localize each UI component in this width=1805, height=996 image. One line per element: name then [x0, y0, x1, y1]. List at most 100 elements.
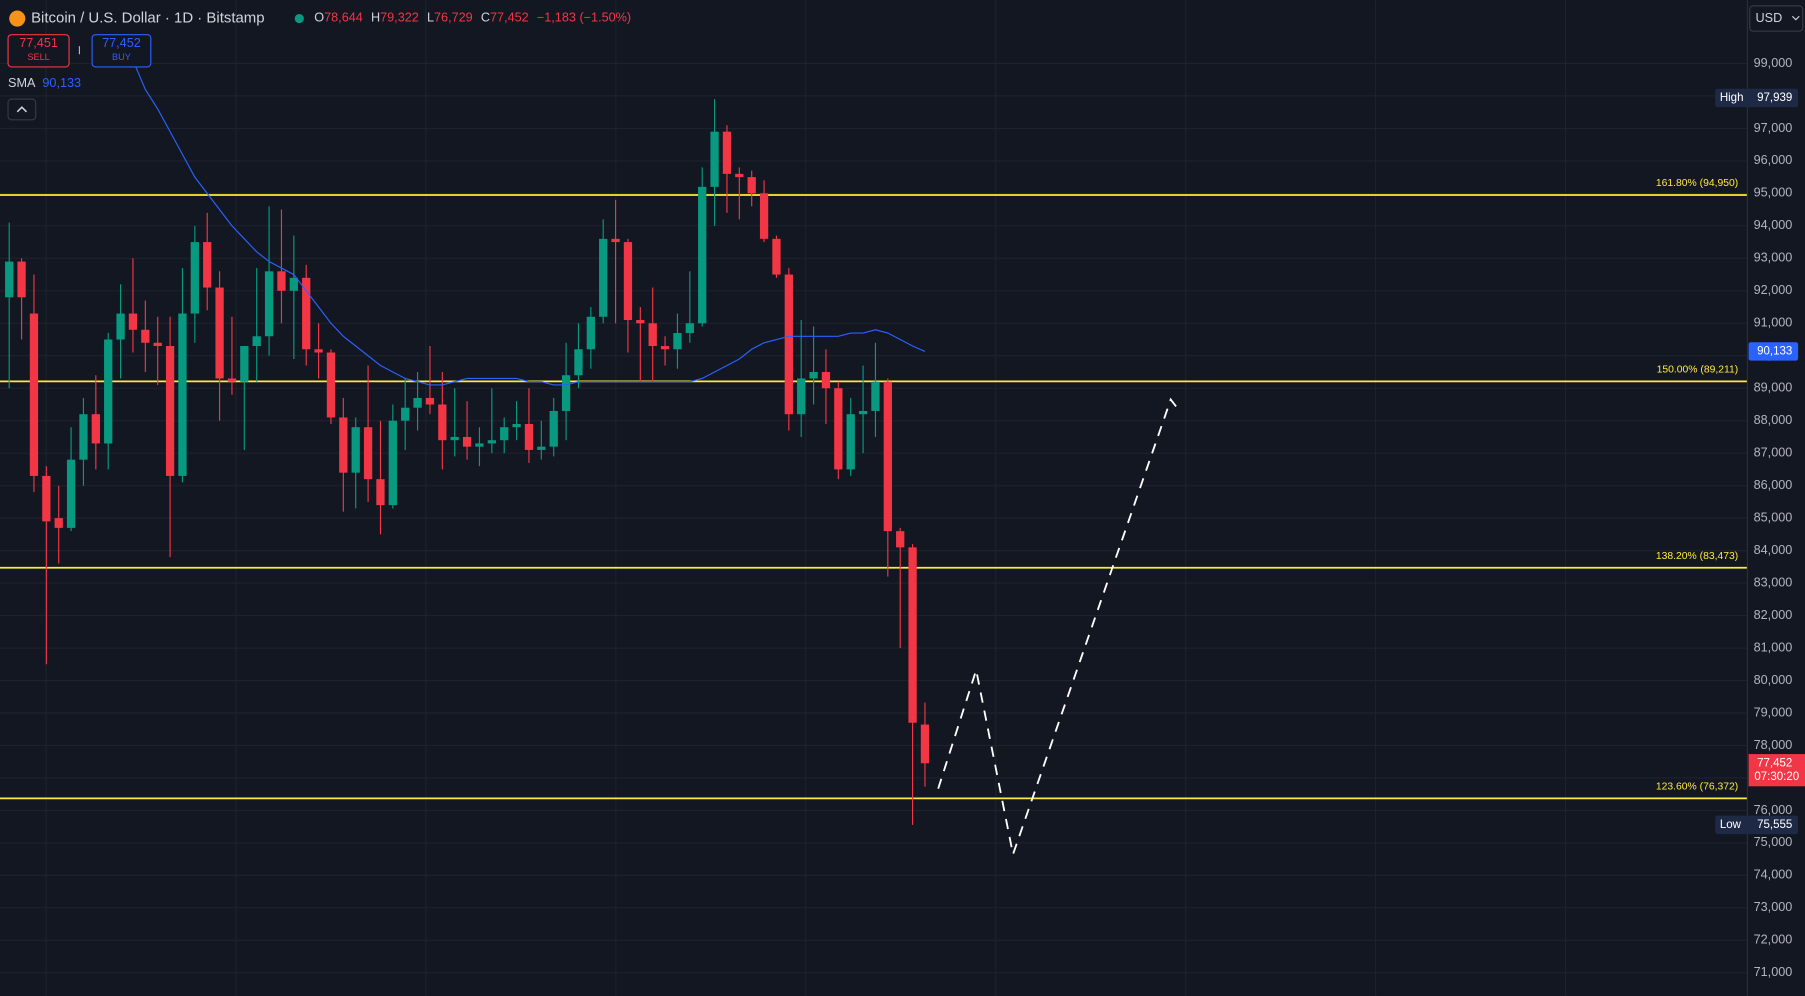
marker-box — [1715, 815, 1799, 835]
fib-label: 138.20% (83,473) — [1656, 551, 1738, 562]
candle-body — [91, 414, 100, 444]
y-tick-label: 78,000 — [1754, 738, 1793, 752]
currency-chevron[interactable] — [1791, 15, 1800, 21]
candle-body — [747, 177, 756, 194]
collapse-chevron[interactable] — [16, 106, 28, 113]
y-tick-label: 76,000 — [1754, 803, 1793, 817]
candle-body — [710, 131, 719, 187]
candle-body — [500, 427, 509, 441]
ohlc-value: 78,644 — [324, 11, 363, 25]
sell-label[interactable]: SELL — [27, 52, 49, 62]
candle-body — [128, 313, 138, 330]
y-tick-label: 81,000 — [1754, 640, 1793, 654]
candle-body — [215, 287, 224, 379]
collapse-button[interactable] — [7, 98, 37, 121]
y-tick-label: 92,000 — [1754, 283, 1793, 297]
buy-button[interactable]: 77,452 BUY — [91, 34, 152, 68]
candle-body — [512, 423, 521, 428]
sma-tag-label: 90,133 — [1757, 345, 1792, 357]
candle-body — [141, 329, 150, 343]
change: −1,183 (−1.50%) — [537, 11, 631, 25]
candle-body — [809, 371, 818, 379]
candle-body — [648, 323, 657, 347]
projection-path — [937, 397, 1180, 858]
y-tick-label: 84,000 — [1754, 543, 1793, 557]
candle-body — [574, 349, 583, 376]
candle-body — [561, 375, 571, 411]
ohlc-key: H — [371, 11, 380, 25]
candle-body — [685, 323, 694, 334]
candle-body — [450, 436, 459, 441]
y-tick-label: 93,000 — [1754, 251, 1793, 265]
candle-body — [425, 397, 435, 405]
candle-body — [190, 242, 199, 314]
candle-body — [772, 238, 781, 275]
candle-body — [116, 313, 125, 340]
y-tick-label: 89,000 — [1754, 381, 1793, 395]
ohlc-key: O — [314, 11, 324, 25]
candle-body — [104, 339, 113, 444]
candle-body — [858, 410, 868, 415]
candle-body — [5, 261, 14, 298]
sell-button[interactable]: 77,451 SELL — [7, 34, 70, 68]
currency-box[interactable] — [1749, 5, 1804, 32]
y-tick-label: 75,000 — [1754, 835, 1793, 849]
y-tick-label: 96,000 — [1754, 153, 1793, 167]
candle-body — [413, 397, 422, 408]
y-tick-label: 85,000 — [1754, 510, 1793, 524]
fib-label: 150.00% (89,211) — [1657, 365, 1739, 376]
last-price-box — [1748, 754, 1805, 787]
marker-name: High — [1720, 92, 1744, 104]
candle-body — [846, 414, 855, 470]
y-tick-label: 91,000 — [1754, 316, 1793, 330]
currency-dropdown[interactable]: USD — [1749, 5, 1804, 32]
candle-body — [636, 320, 645, 324]
sell-price[interactable]: 77,451 — [19, 36, 58, 50]
collapse-box[interactable] — [7, 98, 37, 121]
candle-body — [834, 388, 843, 470]
y-tick-label: 94,000 — [1754, 218, 1793, 232]
y-tick-label: 86,000 — [1754, 478, 1793, 492]
y-tick-label: 79,000 — [1754, 705, 1793, 719]
sell-box[interactable] — [7, 34, 70, 68]
y-tick-label: 97,000 — [1754, 121, 1793, 135]
candle-body — [722, 131, 732, 174]
candle-body — [17, 261, 26, 298]
fib-label: 123.60% (76,372) — [1656, 782, 1738, 793]
candle-body — [549, 410, 558, 447]
candle-body — [42, 475, 51, 522]
y-tick-label: 71,000 — [1754, 965, 1793, 979]
buy-price[interactable]: 77,452 — [102, 36, 141, 50]
buy-label[interactable]: BUY — [112, 52, 131, 62]
price-axis: 71,00072,00073,00074,00075,00076,00077,0… — [1715, 56, 1805, 979]
sma-tag-box — [1748, 342, 1799, 361]
candle-body — [797, 378, 806, 415]
candle-body — [351, 427, 360, 473]
candle-body — [537, 446, 546, 450]
last-price-label: 77,452 — [1757, 757, 1792, 769]
candle-body — [165, 346, 175, 476]
y-tick-label: 95,000 — [1754, 186, 1793, 200]
candle-body — [586, 316, 595, 350]
currency-label[interactable]: USD — [1756, 11, 1783, 25]
candle-body — [314, 349, 323, 353]
buy-box[interactable] — [91, 34, 152, 68]
candle-body — [698, 186, 707, 324]
chart-title: Bitcoin / U.S. Dollar · 1D · Bitstamp — [31, 10, 265, 27]
candle-body — [153, 342, 162, 347]
candle-body — [821, 371, 831, 389]
y-tick-label: 82,000 — [1754, 608, 1793, 622]
candle-body — [302, 277, 311, 350]
candle-body — [611, 238, 620, 243]
candle-body — [252, 336, 261, 347]
candle-body — [438, 404, 447, 441]
sma-value: 90,133 — [42, 77, 81, 91]
coin-icon — [9, 10, 26, 27]
candle-body — [227, 378, 237, 382]
candle-body — [487, 440, 496, 444]
candle-body — [524, 423, 534, 450]
ohlc-key: L — [427, 11, 434, 25]
